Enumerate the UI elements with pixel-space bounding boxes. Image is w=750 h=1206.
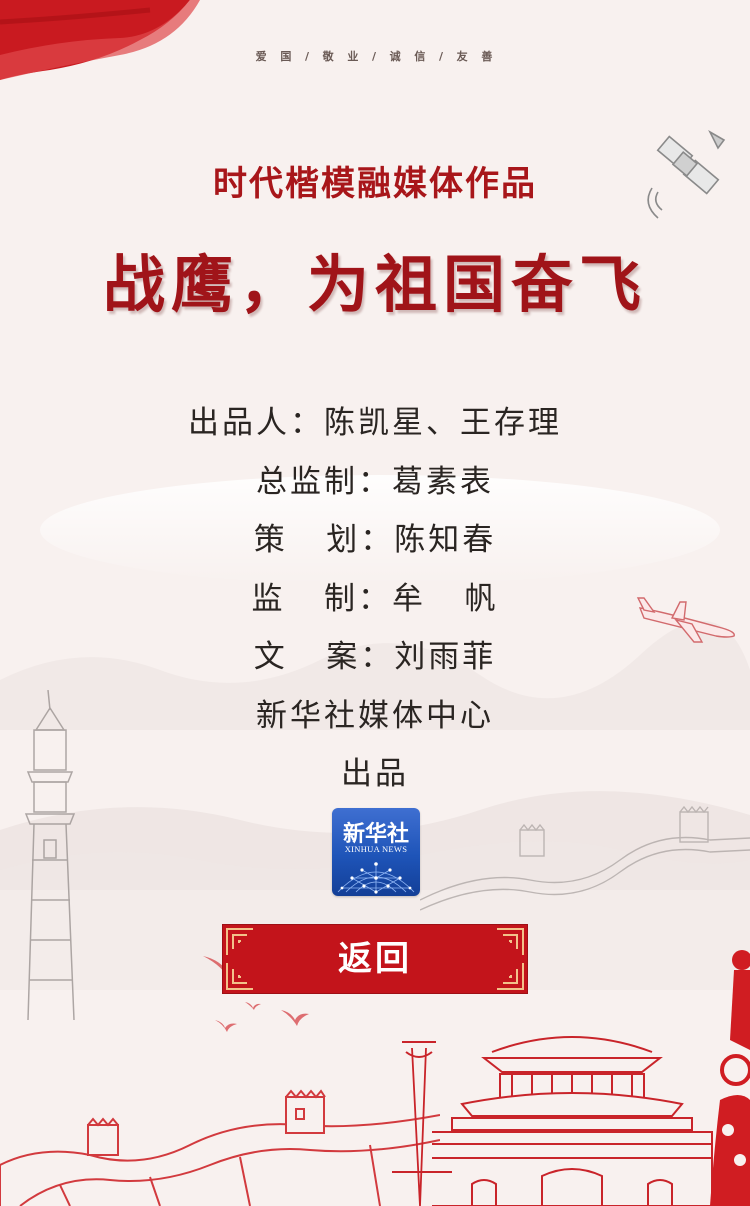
satellite-icon	[647, 130, 726, 219]
credit-supervisor: 监 制：牟 帆	[251, 580, 499, 617]
airplane-icon	[636, 597, 735, 643]
credit-planner: 策 划：陈知春	[253, 522, 497, 558]
birds-icon	[203, 956, 309, 1032]
great-wall-red-icon	[0, 1089, 440, 1206]
back-button-label: 返回	[338, 939, 412, 979]
page-title: 战鹰，为祖国奋飞	[102, 248, 647, 321]
corner-ornament-icon	[226, 963, 253, 990]
credit-copywriter: 文 案：刘雨菲	[253, 639, 497, 675]
xinhua-logo: 新华社 XINHUA NEWS	[332, 808, 420, 896]
logo-name-cn: 新华社	[342, 822, 409, 847]
tiananmen-icon	[392, 1036, 713, 1206]
corner-ornament-icon	[497, 963, 524, 990]
corner-ornament-icon	[226, 928, 253, 955]
great-wall-icon	[420, 805, 750, 911]
core-values-slogan: 爱 国 / 敬 业 / 诚 信 / 友 善	[255, 50, 495, 63]
back-button[interactable]: 返回	[222, 924, 528, 994]
flag-icon	[0, 0, 200, 80]
credit-producer: 出品人：陈凯星、王存理	[188, 405, 562, 441]
credit-chief-supervisor: 总监制：葛素表	[256, 463, 494, 500]
credit-produced-by: 出品	[341, 756, 409, 792]
corner-ornament-icon	[497, 928, 524, 955]
credit-organization: 新华社媒体中心	[256, 697, 494, 734]
page-subtitle: 时代楷模融媒体作品	[213, 164, 537, 204]
network-icon	[337, 862, 415, 894]
lighthouse-icon	[24, 690, 76, 1020]
paper-cut-icon	[710, 950, 750, 1206]
credits-list: 出品人：陈凯星、王存理 总监制：葛素表 策 划：陈知春 监 制：牟 帆 文 案：…	[0, 394, 750, 804]
mist-background	[0, 475, 750, 990]
logo-name-en: XINHUA NEWS	[344, 844, 408, 854]
